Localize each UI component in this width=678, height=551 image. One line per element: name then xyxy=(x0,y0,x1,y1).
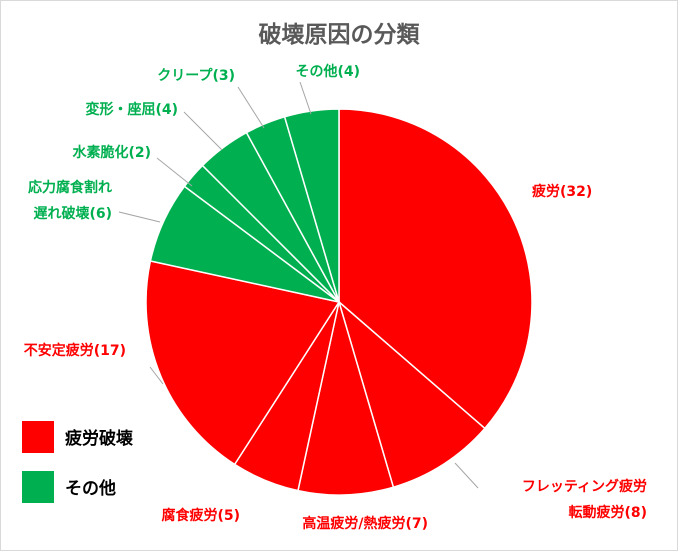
legend-swatch-other xyxy=(22,471,54,503)
data-label-10: その他(4) xyxy=(295,63,360,80)
legend-label-fatigue: 疲労破壊 xyxy=(65,428,134,449)
leader-line-6 xyxy=(118,211,161,223)
leader-line-9 xyxy=(237,86,265,129)
data-label-5: 不安定疲労(17) xyxy=(24,342,126,359)
leader-line-5 xyxy=(149,366,164,385)
pie-slice-10 xyxy=(283,108,340,303)
leader-line-7 xyxy=(156,157,193,187)
data-label-7: 水素脆化(2) xyxy=(72,144,151,161)
leader-line-8 xyxy=(183,111,223,151)
pie-slice-1 xyxy=(338,108,533,430)
data-label-1: 疲労(32) xyxy=(532,183,592,200)
legend-swatch-fatigue xyxy=(22,421,54,453)
pie-slice-2 xyxy=(337,299,486,489)
pie-slice-3 xyxy=(297,301,395,496)
data-label-4: 腐食疲労(5) xyxy=(161,507,240,524)
data-label-8: 変形・座屈(4) xyxy=(85,101,178,118)
data-label-9: クリープ(3) xyxy=(157,68,235,84)
legend-label-other: その他 xyxy=(65,478,116,499)
data-label-2: フレッティング疲労転動疲労(8) xyxy=(522,478,647,521)
leader-line-10 xyxy=(299,81,312,115)
chart-title: 破壊原因の分類 xyxy=(259,21,421,48)
data-label-3: 高温疲労/熱疲労(7) xyxy=(302,515,428,532)
data-label-6: 応力腐食割れ遅れ破壊(6) xyxy=(28,179,112,222)
leader-line-2 xyxy=(454,462,479,489)
pie-slice-5 xyxy=(145,260,341,466)
